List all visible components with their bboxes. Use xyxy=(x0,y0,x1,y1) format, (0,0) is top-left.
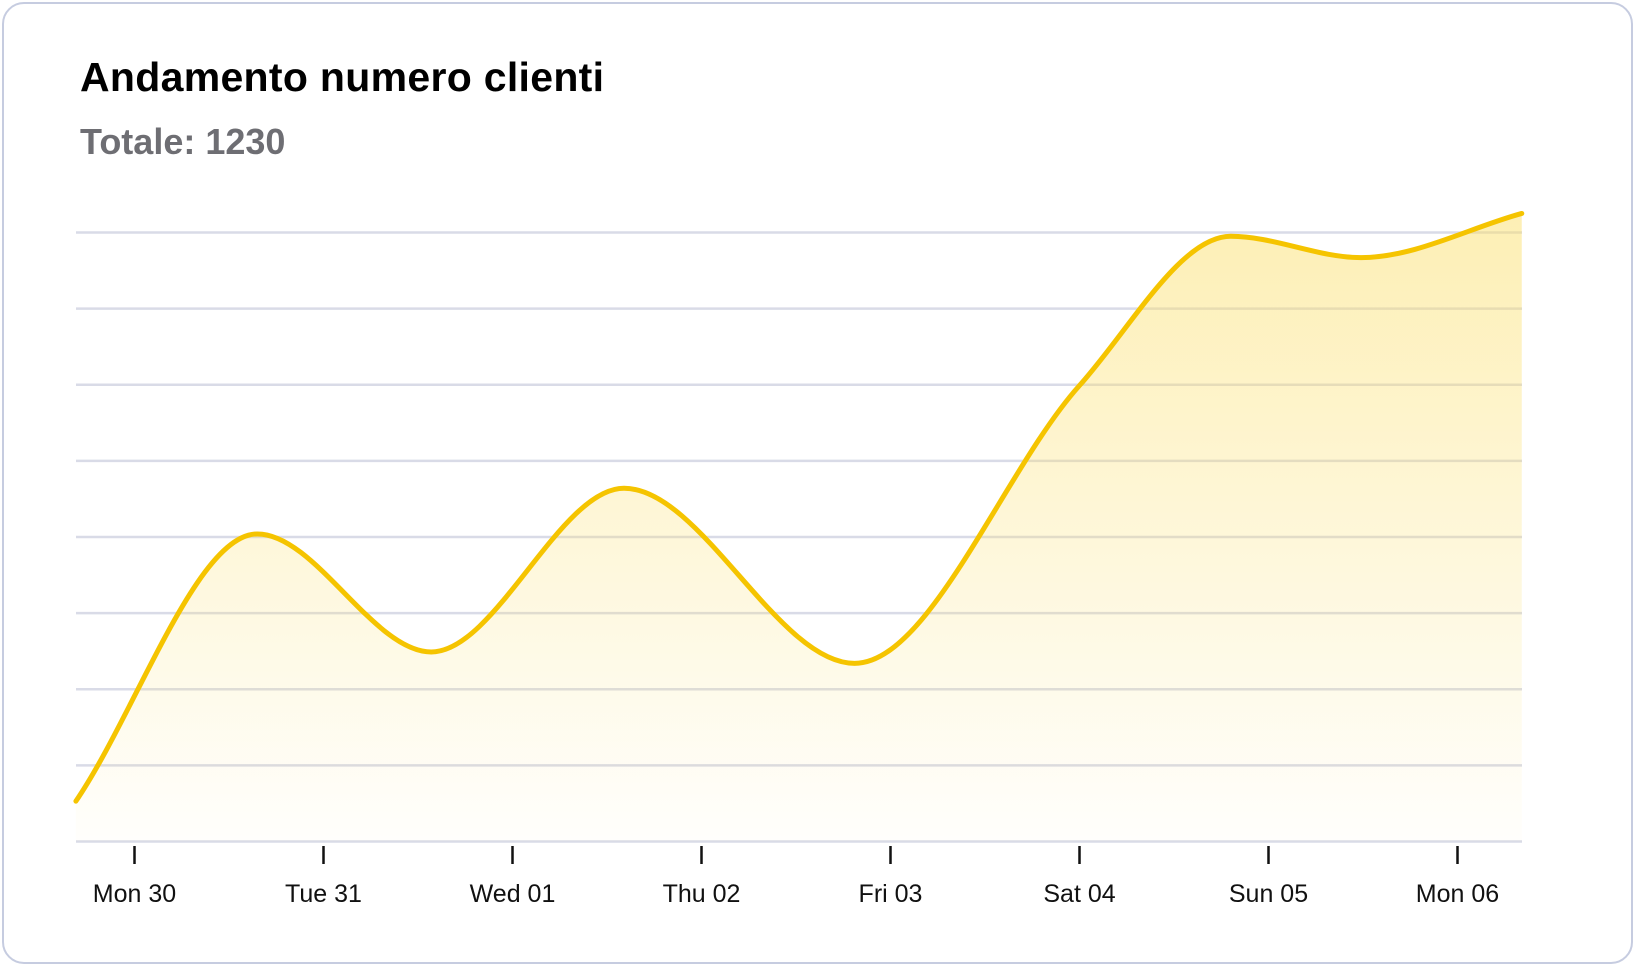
x-tick-label: Tue 31 xyxy=(285,880,362,908)
area-fill xyxy=(75,213,1522,842)
x-tick-label: Sun 05 xyxy=(1229,880,1308,908)
x-tick-label: Sat 04 xyxy=(1043,880,1115,908)
series-line xyxy=(73,210,1525,804)
x-tick-label: Thu 02 xyxy=(663,880,741,908)
chart-subtitle-total: Totale: 1230 xyxy=(80,121,286,162)
x-tick-label: Fri 03 xyxy=(859,880,923,908)
chart-title: Andamento numero clienti xyxy=(80,54,605,100)
x-tick-label: Wed 01 xyxy=(470,880,556,908)
x-tick-label: Mon 06 xyxy=(1416,880,1499,908)
x-tick-label: Mon 30 xyxy=(93,880,176,908)
